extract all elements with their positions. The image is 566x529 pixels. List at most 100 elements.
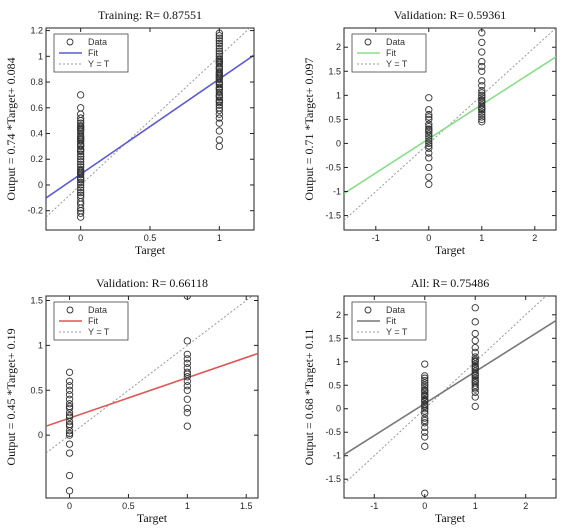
data-point xyxy=(425,115,433,124)
data-point xyxy=(471,374,479,382)
data-point xyxy=(478,115,486,124)
data-point xyxy=(215,47,223,55)
data-point xyxy=(471,329,479,338)
y-tick-label: -1.5 xyxy=(325,211,341,221)
data-point xyxy=(421,428,429,436)
data-point xyxy=(215,44,223,53)
identity-line xyxy=(344,296,547,485)
y-tick-label: 0 xyxy=(336,404,341,414)
chart-panel: 0 0.5 1 1.5 0 0.5 1 1.5 Validation: R= 0.66118 Ta… xyxy=(4,276,259,525)
legend-marker-data xyxy=(364,306,372,314)
data-point xyxy=(425,142,433,150)
data-point xyxy=(425,154,433,162)
legend-box xyxy=(53,33,129,73)
data-point xyxy=(183,377,191,385)
x-tick-label: -1 xyxy=(372,233,380,243)
legend-label-fit: Fit xyxy=(88,48,98,58)
data-point xyxy=(471,402,479,411)
data-point xyxy=(183,409,191,417)
data-point xyxy=(478,38,486,47)
chart-panel: -1 0 1 2 -1.5 -1 -0.5 0 0.5 1 1.5 2 Validation: R= 0… xyxy=(302,8,557,257)
data-point xyxy=(215,101,223,109)
x-tick-label: 1.5 xyxy=(240,501,253,511)
data-point xyxy=(77,114,85,122)
y-tick-label: -1.5 xyxy=(325,474,341,484)
legend-marker-data xyxy=(66,38,74,46)
data-point xyxy=(215,92,223,100)
data-point xyxy=(478,108,486,116)
data-point xyxy=(421,360,429,368)
data-point xyxy=(77,189,85,197)
data-point xyxy=(65,471,74,480)
data-point xyxy=(478,77,486,85)
legend-label-identity: Y = T xyxy=(88,59,110,69)
data-point xyxy=(77,186,85,194)
identity-line xyxy=(46,28,251,218)
legend-label-identity: Y = T xyxy=(386,327,408,337)
data-point xyxy=(425,180,433,188)
data-point xyxy=(471,348,479,357)
data-point xyxy=(183,386,191,394)
data-point xyxy=(478,105,486,113)
data-point xyxy=(425,137,433,145)
data-point xyxy=(77,141,85,149)
y-tick-label: 0.5 xyxy=(328,114,341,124)
data-point xyxy=(421,379,429,387)
data-point xyxy=(183,422,191,430)
data-point xyxy=(65,368,74,376)
y-axis-label: Output = 0.45 *Target+ 0.19 xyxy=(4,328,18,465)
identity-line xyxy=(46,296,253,454)
data-point xyxy=(421,419,429,427)
data-point xyxy=(215,59,223,67)
y-axis-label: Output = 0.68 *Target+ 0.11 xyxy=(302,329,316,466)
data-point xyxy=(77,169,85,178)
legend-label-fit: Fit xyxy=(386,48,396,58)
data-point xyxy=(65,395,74,403)
data-point xyxy=(183,395,191,403)
data-point xyxy=(471,318,479,326)
data-point xyxy=(421,401,429,409)
data-point xyxy=(425,122,433,131)
chart-title: All: R= 0.75486 xyxy=(411,276,489,290)
data-point xyxy=(421,374,429,382)
data-point xyxy=(77,136,85,144)
y-tick-label: 1 xyxy=(38,340,43,350)
y-tick-label: -0.5 xyxy=(325,162,341,172)
data-point xyxy=(215,88,223,96)
data-point xyxy=(421,383,429,392)
data-point xyxy=(478,101,486,109)
y-tick-label: 1 xyxy=(336,357,341,367)
data-point xyxy=(478,97,486,105)
data-point xyxy=(215,97,223,105)
data-point xyxy=(77,167,85,175)
y-tick-label: 1.5 xyxy=(328,333,341,343)
data-point xyxy=(215,119,223,127)
data-point xyxy=(421,381,429,389)
data-point xyxy=(65,413,74,421)
data-point xyxy=(183,373,191,381)
y-tick-label: 1.5 xyxy=(328,66,341,76)
legend-label-fit: Fit xyxy=(88,316,98,326)
legend-label-data: Data xyxy=(88,37,107,47)
data-point xyxy=(77,104,85,112)
data-point xyxy=(425,130,433,138)
data-point xyxy=(471,360,479,368)
data-point xyxy=(65,404,74,412)
data-point xyxy=(421,433,429,441)
data-point xyxy=(471,371,479,379)
data-point xyxy=(425,134,433,143)
data-point xyxy=(215,32,223,40)
data-point xyxy=(77,155,85,163)
data-point xyxy=(421,405,429,413)
legend-label-data: Data xyxy=(88,305,107,315)
x-tick-label: -1 xyxy=(370,501,378,511)
fit-line xyxy=(344,56,556,195)
x-tick-label: 2 xyxy=(532,233,537,243)
data-point xyxy=(425,94,433,102)
data-point xyxy=(65,431,74,439)
data-point xyxy=(471,353,479,361)
data-point xyxy=(425,110,433,119)
x-tick-label: 0 xyxy=(422,501,427,511)
